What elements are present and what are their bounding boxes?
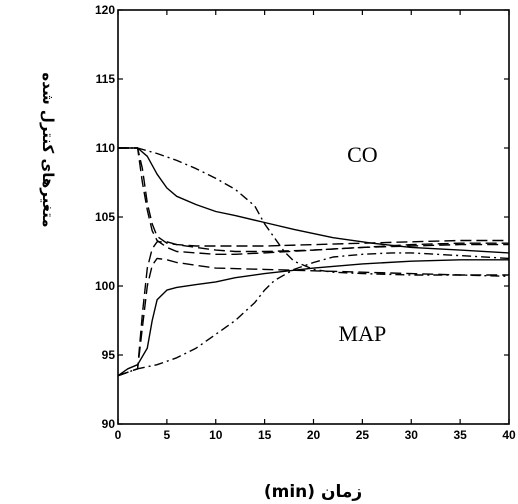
axis-ticks: 0 5 10 15 20 25 30 35 40 90 95 100 105 110 115 120	[95, 3, 516, 442]
x-tick-label: 30	[405, 428, 419, 442]
plot-frame	[117, 9, 510, 425]
annotation-co: CO	[347, 142, 378, 167]
y-tick-label: 110	[96, 141, 116, 155]
y-tick-label: 90	[102, 417, 116, 431]
x-axis-label: زمان (min)	[264, 482, 362, 502]
x-tick-label: 40	[502, 428, 516, 442]
y-axis-label: متغیرهای کنترل شده	[39, 72, 57, 227]
y-tick-label: 100	[95, 279, 115, 293]
x-tick-label: 10	[209, 428, 223, 442]
series-line-map-5	[117, 252, 510, 377]
annotation-map: MAP	[339, 321, 387, 346]
x-tick-label: 35	[453, 428, 467, 442]
series-line-map-4	[117, 259, 509, 377]
y-tick-label: 105	[95, 210, 115, 224]
y-tick-label: 120	[95, 3, 115, 17]
series-line-co-2	[118, 147, 509, 247]
series-line-co-3	[118, 147, 509, 256]
x-tick-label: 15	[258, 428, 272, 442]
y-tick-label: 95	[102, 348, 116, 362]
series-line-co-1	[118, 147, 510, 277]
x-tick-label: 5	[164, 428, 171, 442]
x-tick-label: 20	[307, 428, 321, 442]
annotations: CO MAP	[339, 142, 387, 346]
series-layer	[117, 147, 510, 377]
x-tick-label: 0	[115, 428, 122, 442]
y-tick-label: 115	[96, 72, 116, 86]
series-line-co-0	[118, 147, 510, 254]
series-line-map-7	[117, 257, 509, 377]
x-tick-label: 25	[356, 428, 370, 442]
series-line-map-6	[117, 241, 509, 377]
